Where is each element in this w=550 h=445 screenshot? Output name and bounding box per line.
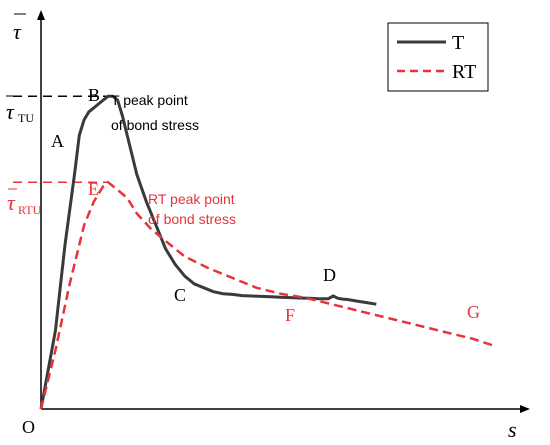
annotation-T-peak-line2: of bond stress (111, 117, 199, 133)
point-label-B: B (88, 85, 100, 105)
point-label-A: A (51, 131, 64, 151)
legend-label-T: T (452, 32, 464, 54)
tick-label-tau-tu: τ (6, 99, 15, 124)
tick-label-tau-rtu: τ (7, 190, 16, 215)
point-label-F: F (285, 305, 295, 325)
series-line-RT (39, 180, 497, 410)
y-axis-arrow (37, 10, 45, 20)
x-axis-arrow (520, 405, 530, 413)
series-line-T (39, 94, 377, 410)
point-label-E: E (88, 179, 99, 199)
tick-label-rtu-sub: RTU (18, 203, 42, 217)
annotation-T-peak-line1: T peak point (111, 92, 188, 108)
point-label-O: O (22, 417, 35, 437)
legend-label-RT: RT (452, 61, 476, 83)
y-axis-label: τ (13, 19, 22, 44)
annotation-RT-peak-line2: of bond stress (148, 211, 236, 227)
point-label-D: D (323, 265, 336, 285)
legend-box (387, 22, 489, 92)
x-axis-label: s (508, 417, 517, 442)
point-label-G: G (467, 302, 480, 322)
annotation-RT-peak-line1: RT peak point (148, 191, 235, 207)
point-label-C: C (174, 285, 186, 305)
tick-label-tu-sub: TU (18, 111, 34, 125)
